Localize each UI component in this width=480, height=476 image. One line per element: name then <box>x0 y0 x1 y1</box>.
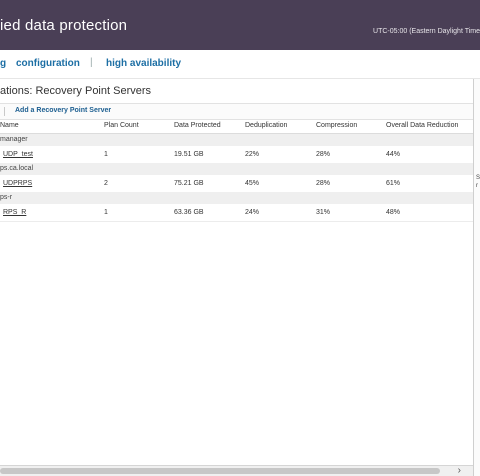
panel-title: ations: Recovery Point Servers <box>0 85 152 97</box>
column-header-compression[interactable]: Compression <box>316 122 358 129</box>
compression: 28% <box>316 180 331 187</box>
data-protected: 63.36 GB <box>174 209 204 216</box>
column-header-deduplication[interactable]: Deduplication <box>245 122 288 129</box>
plan-count: 1 <box>104 209 108 216</box>
rps-panel: ations: Recovery Point Servers Add a Rec… <box>0 79 474 476</box>
overall-reduction: 48% <box>386 209 401 216</box>
table-row[interactable]: RPS_R 1 63.36 GB 24% 31% 48% <box>0 204 473 222</box>
panel-toolbar: Add a Recovery Point Server <box>0 103 473 120</box>
main-nav: g configuration | high availability <box>0 50 480 79</box>
column-header-name[interactable]: Name <box>0 122 19 129</box>
compression: 31% <box>316 209 331 216</box>
app-header: ied data protection UTC-05:00 (Eastern D… <box>0 0 480 50</box>
side-panel-text: r <box>476 183 478 189</box>
data-protected: 75.21 GB <box>174 180 204 187</box>
deduplication: 45% <box>245 180 260 187</box>
timezone-label: UTC-05:00 (Eastern Daylight Time <box>373 28 480 35</box>
nav-item-configuration[interactable]: configuration <box>16 58 80 69</box>
column-header-data-protected[interactable]: Data Protected <box>174 122 221 129</box>
toolbar-divider <box>4 107 5 116</box>
group-label: ps-r <box>0 194 13 201</box>
group-label: manager <box>0 136 28 143</box>
group-label: ps.ca.local <box>0 165 34 172</box>
app-title: ied data protection <box>0 17 128 34</box>
table-header: Name Plan Count Data Protected Deduplica… <box>0 119 473 134</box>
rps-name-link[interactable]: UDP_test <box>3 151 33 158</box>
deduplication: 24% <box>245 209 260 216</box>
overall-reduction: 61% <box>386 180 401 187</box>
plan-count: 1 <box>104 151 108 158</box>
chevron-right-icon[interactable]: › <box>457 465 461 476</box>
scrollbar-thumb[interactable] <box>0 468 440 474</box>
nav-item-high-availability[interactable]: high availability <box>106 58 182 69</box>
table-row[interactable]: UDP_test 1 19.51 GB 22% 28% 44% <box>0 146 473 164</box>
add-rps-button[interactable]: Add a Recovery Point Server <box>15 107 112 114</box>
deduplication: 22% <box>245 151 260 158</box>
rps-name-link[interactable]: RPS_R <box>3 209 27 216</box>
overall-reduction: 44% <box>386 151 401 158</box>
compression: 28% <box>316 151 331 158</box>
side-panel: S r <box>474 79 480 476</box>
plan-count: 2 <box>104 180 108 187</box>
side-panel-text: S <box>476 175 480 181</box>
table-row[interactable]: UDPRPS 2 75.21 GB 45% 28% 61% <box>0 175 473 193</box>
rps-name-link[interactable]: UDPRPS <box>3 180 33 187</box>
horizontal-scrollbar[interactable]: › <box>0 465 473 476</box>
nav-item-partial[interactable]: g <box>0 58 7 69</box>
column-header-plan-count[interactable]: Plan Count <box>104 122 139 129</box>
column-header-overall-reduction[interactable]: Overall Data Reduction <box>386 122 459 129</box>
data-protected: 19.51 GB <box>174 151 204 158</box>
nav-separator: | <box>90 57 93 68</box>
